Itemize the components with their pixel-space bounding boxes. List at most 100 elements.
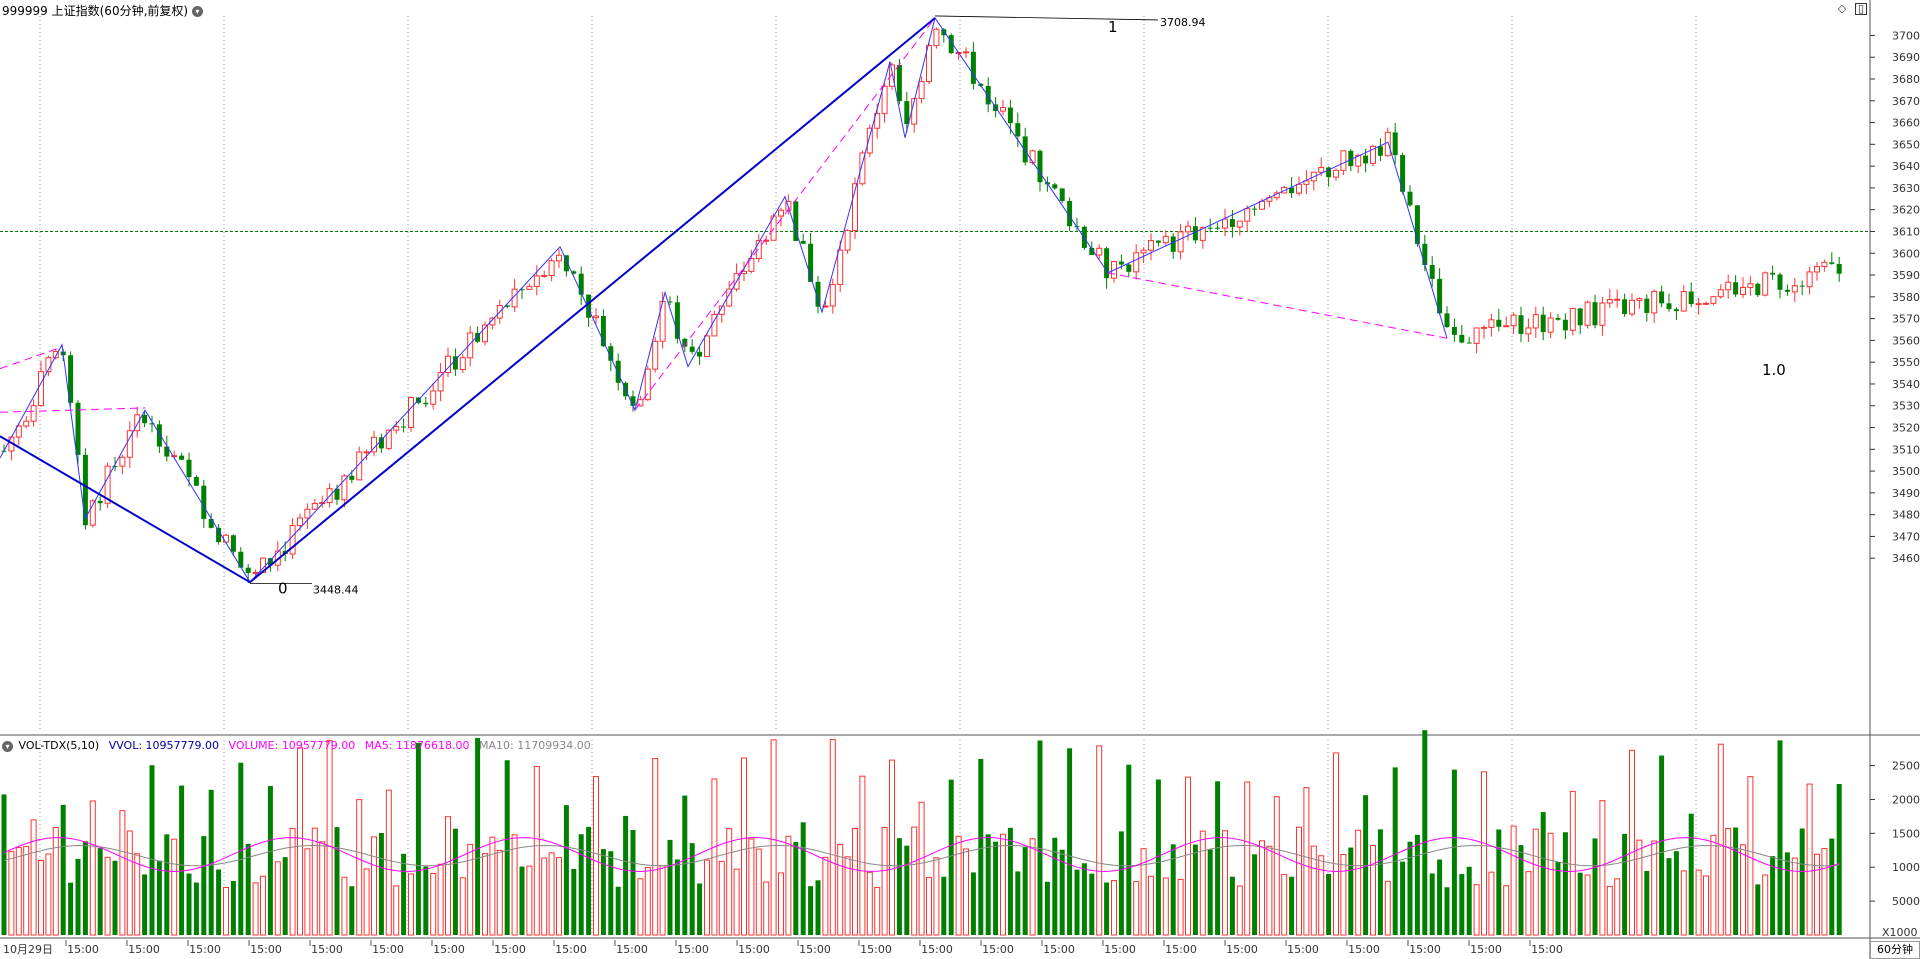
candle-down [1688,291,1694,305]
volume-bar-up [1651,840,1658,936]
price-tick-label: 3500 [1892,465,1920,478]
volume-bar-up [859,775,866,936]
volume-bar-down [1052,837,1058,935]
volume-bar-down [1207,849,1213,935]
volume-bar-up [1029,838,1036,936]
volume-bar-down [1592,838,1598,935]
candle-up [1606,299,1613,304]
indicator-name: VOL-TDX(5,10) [18,739,100,752]
volume-readout: VOLUME: 10957779.00 [228,739,356,752]
candle-down [149,423,155,425]
price-tick-label: 3530 [1892,400,1920,413]
chevron-down-icon[interactable]: ▾ [191,6,203,17]
volume-bar-up [748,838,755,936]
diamond-icon[interactable]: ◇ [1837,2,1847,15]
price-tick-label: 3470 [1892,530,1920,543]
volume-bar-down [1400,861,1406,935]
volume-bar-down [1451,769,1457,935]
volume-bar-up [311,827,318,936]
candle-up [23,420,30,427]
volume-bar-down [985,834,991,935]
volume-bar-down [1496,829,1502,935]
candle-up [718,305,725,315]
volume-bar-down [1444,887,1450,935]
volume-bar-up [718,860,725,936]
volume-bar-up [1473,884,1480,936]
price-tick-label: 3520 [1892,422,1920,435]
x-label: 15:00 [555,943,587,956]
period-button[interactable]: 60分钟 [1870,941,1920,959]
price-tick-label: 3540 [1892,378,1920,391]
volume-bar-down [1562,832,1568,935]
candle-down [800,240,806,244]
volume-bar-up [385,789,392,936]
volume-bar-down [563,805,569,935]
candle-down [75,402,81,455]
volume-bar-up [393,885,400,936]
candle-up [822,305,829,308]
price-tick-label: 3490 [1892,487,1920,500]
x-label: 15:00 [1470,943,1502,956]
candle-down [452,356,458,370]
chart-title: 999999 上证指数(60分钟,前复权) ▾ [2,2,203,19]
candle-up [171,455,178,458]
x-label: 15:00 [1043,943,1075,956]
candle-down [1799,285,1805,287]
volume-bar-up [785,835,792,936]
candle-up [459,357,466,370]
candle-up [1199,227,1206,241]
volume-bar-down [267,786,273,935]
price-tick-label: 3630 [1892,182,1920,195]
price-tick-label: 3600 [1892,247,1920,260]
candle-up [1340,150,1347,171]
candle-down [238,551,244,568]
candle-up [297,517,303,526]
window-icon[interactable]: ▯ [1855,3,1867,15]
candle-up [533,275,540,287]
volume-bar-up [770,739,777,936]
volume-bar-up [637,878,644,936]
candle-down [948,35,954,54]
candles-layer [1,27,1842,584]
candle-down [1037,150,1043,183]
volume-bar-up [482,853,488,936]
price-tick-label: 3550 [1892,356,1920,369]
candle-down [1466,342,1472,344]
volume-bar-up [134,853,141,936]
volume-bar-up [1162,877,1169,936]
volume-bar-down [1377,829,1383,935]
candle-up [89,500,96,526]
volume-bar-up [304,848,311,936]
price-tick-label: 3680 [1892,73,1920,86]
wave-label-0: 0 [278,579,288,597]
volume-bar-up [23,846,30,936]
x-label: 15:00 [67,943,99,956]
candle-up [1162,235,1169,244]
candle-up [1510,314,1517,327]
volume-bar-down [216,869,222,935]
volume-bar-down [674,859,680,935]
candle-down [1829,262,1835,264]
candle-down [519,289,525,291]
candle-down [1451,327,1457,335]
volume-bar-up [341,876,348,936]
volume-bar-up [52,826,59,936]
volume-bar-up [933,857,940,936]
candle-down [1059,188,1065,201]
candle-up [637,399,644,407]
volume-bar-down [1659,755,1665,935]
volume-bar-up [889,759,895,936]
candle-down [112,466,118,468]
volume-bar-down [149,765,155,935]
price-tick-label: 3460 [1892,552,1920,565]
indicator-menu-icon[interactable]: ▾ [2,740,13,752]
candle-up [1259,200,1265,210]
candle-up [408,396,414,428]
candle-up [38,371,44,407]
candle-up [52,351,59,359]
volume-bar-up [496,849,503,936]
candle-down [586,294,592,318]
candle-up [15,425,22,438]
volume-bar-up [1695,869,1702,936]
